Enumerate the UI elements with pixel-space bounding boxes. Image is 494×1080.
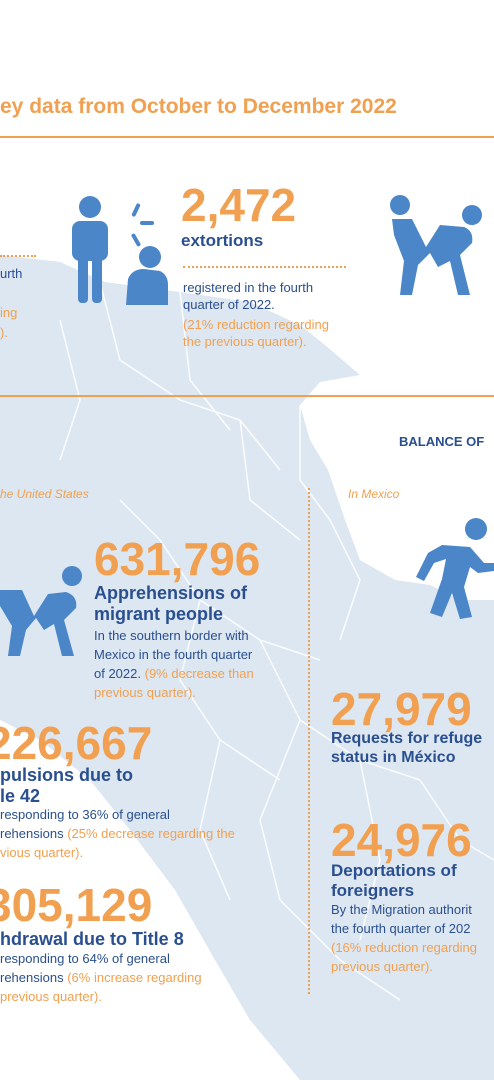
expulsions-note2: vious quarter). — [0, 845, 84, 860]
left-dotted-divider — [0, 255, 36, 257]
withdrawal-line2-note: (6% increase regarding — [67, 970, 202, 985]
apprehensions-number: 631,796 — [94, 533, 261, 585]
expulsions-line2: rehensions (25% decrease regarding the — [0, 826, 235, 842]
refuge-title-2: status in México — [331, 749, 456, 766]
section-divider — [0, 395, 494, 397]
extortions-line2: quarter of 2022. — [183, 297, 275, 312]
extortions-line1: registered in the fourth — [183, 280, 314, 295]
withdrawal-line2: rehensions (6% increase regarding — [0, 970, 202, 986]
expulsions-title-2: le 42 — [0, 786, 41, 806]
deportations-number: 24,976 — [331, 814, 472, 866]
expulsions-line2-note: (25% decrease regarding the — [67, 826, 235, 841]
refuge-number: 27,979 — [331, 683, 472, 735]
deportations-note2: previous quarter). — [331, 959, 433, 974]
balance-title: BALANCE OF — [399, 434, 485, 449]
withdrawal-title: hdrawal due to Title 8 — [0, 929, 184, 949]
apprehensions-line3-note: (9% decrease than — [144, 666, 254, 681]
section-label-us: he United States — [0, 487, 89, 501]
apprehensions-note2: previous quarter). — [94, 685, 196, 700]
expulsions-line1: responding to 36% of general — [0, 807, 170, 822]
assistance-icon — [390, 195, 482, 295]
page-title: ey data from October to December 2022 — [0, 95, 397, 118]
section-label-mexico: In Mexico — [348, 487, 400, 501]
withdrawal-note2: previous quarter). — [0, 989, 102, 1004]
left-fragment-line1: urth — [0, 266, 23, 281]
extortion-icon — [72, 196, 168, 305]
withdrawal-line2-text: rehensions — [0, 970, 68, 985]
extortions-divider — [183, 266, 346, 268]
deportation-icon — [416, 518, 494, 619]
extortions-note1: (21% reduction regarding — [183, 317, 329, 332]
header-divider — [0, 136, 494, 138]
deportations-title-1: Deportations of — [331, 861, 457, 880]
expulsions-line2-text: rehensions — [0, 826, 68, 841]
apprehensions-line1: In the southern border with — [94, 628, 249, 643]
extortions-note2: the previous quarter). — [183, 334, 307, 349]
extortions-number: 2,472 — [181, 179, 297, 231]
expulsions-title-1: pulsions due to — [0, 765, 133, 785]
deportations-note1: (16% reduction regarding — [331, 940, 477, 955]
apprehensions-title-1: Apprehensions of — [94, 583, 248, 603]
apprehensions-line3-text: of 2022. — [94, 666, 145, 681]
deportations-line2: the fourth quarter of 202 — [331, 921, 471, 936]
deportations-line1: By the Migration authorit — [331, 902, 472, 917]
left-fragment-line2: ing — [0, 305, 18, 320]
expulsions-number: 226,667 — [0, 717, 153, 769]
apprehensions-line3: of 2022. (9% decrease than — [94, 666, 254, 682]
withdrawal-line1: responding to 64% of general — [0, 951, 170, 966]
column-divider — [308, 488, 310, 994]
left-fragment-line3: ). — [0, 325, 8, 340]
extortions-label: extortions — [181, 231, 264, 250]
withdrawal-number: 305,129 — [0, 879, 153, 931]
deportations-title-2: foreigners — [331, 881, 415, 900]
apprehensions-title-2: migrant people — [94, 604, 224, 624]
refuge-title-1: Requests for refuge — [331, 730, 483, 747]
apprehensions-line2: Mexico in the fourth quarter — [94, 647, 253, 662]
apprehension-icon — [0, 566, 82, 656]
